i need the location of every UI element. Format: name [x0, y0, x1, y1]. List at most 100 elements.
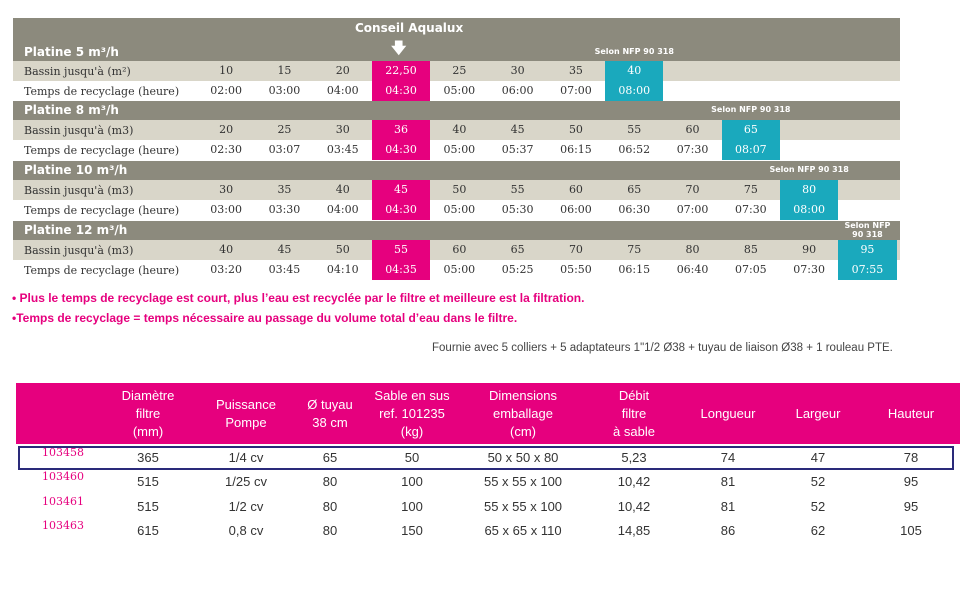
product-cell: 52 — [810, 499, 826, 514]
temps-value: 03:45 — [326, 143, 359, 156]
temps-value: 04:30 — [371, 200, 431, 220]
bassin-value: 30 — [510, 64, 525, 77]
product-cell: 1/4 cv — [228, 450, 264, 465]
platine-header — [13, 101, 900, 120]
temps-value: 06:15 — [560, 143, 592, 156]
temps-value: 05:37 — [501, 143, 534, 156]
product-ref: 103458 — [42, 446, 84, 459]
product-cell: 100 — [401, 474, 423, 489]
bassin-value: 55 — [510, 183, 525, 196]
product-cell: 14,85 — [617, 523, 651, 538]
bassin-value: 65 — [721, 120, 780, 140]
row-highlight-box — [18, 446, 954, 470]
product-ref: 103461 — [42, 495, 84, 508]
product-cell: 150 — [401, 523, 423, 538]
bassin-value: 60 — [685, 123, 700, 136]
temps-value: 05:00 — [443, 263, 476, 276]
bassin-value: 70 — [685, 183, 700, 196]
bassin-value: 40 — [335, 183, 350, 196]
temps-value: 04:00 — [326, 84, 359, 97]
temps-value: 04:30 — [371, 81, 431, 101]
temps-value: 04:10 — [326, 263, 359, 276]
platine-title: Platine 8 m³/h — [24, 103, 119, 117]
platine-title: Platine 12 m³/h — [24, 223, 128, 237]
bassin-value: 20 — [335, 64, 350, 77]
temps-value: 08:07 — [721, 140, 780, 160]
down-arrow-icon: 🡇 — [391, 39, 407, 57]
bassin-value: 65 — [510, 243, 525, 256]
bassin-value: 30 — [219, 183, 234, 196]
temps-value: 04:00 — [326, 203, 359, 216]
temps-value: 05:00 — [443, 84, 476, 97]
temps-value: 02:00 — [210, 84, 242, 97]
bassin-value: 40 — [452, 123, 467, 136]
product-cell: 1/2 cv — [228, 499, 264, 514]
bassin-value: 30 — [335, 123, 350, 136]
product-cell: 10,42 — [617, 499, 651, 514]
bassin-value: 95 — [838, 240, 897, 260]
nfp-label: Selon NFP 90 318 — [594, 47, 674, 56]
temps-value: 07:30 — [734, 203, 767, 216]
temps-label: Temps de recyclage (heure) — [24, 85, 180, 98]
product-cell: 81 — [720, 474, 736, 489]
product-cell: 515 — [137, 499, 159, 514]
bassin-value: 35 — [277, 183, 292, 196]
temps-label: Temps de recyclage (heure) — [24, 144, 180, 157]
temps-value: 07:30 — [676, 143, 709, 156]
column-header: Dimensions emballage (cm) — [489, 387, 557, 439]
product-cell: 80 — [322, 523, 338, 538]
bassin-row — [13, 180, 900, 200]
temps-row — [13, 81, 900, 101]
product-cell: 74 — [720, 450, 736, 465]
product-cell: 86 — [720, 523, 736, 538]
platine-title: Platine 10 m³/h — [24, 163, 128, 177]
bassin-value: 22,50 — [371, 61, 431, 81]
temps-value: 05:30 — [501, 203, 534, 216]
product-cell: 78 — [903, 450, 919, 465]
product-cell: 65 — [322, 450, 338, 465]
bassin-value: 45 — [371, 180, 431, 200]
temps-value: 03:45 — [268, 263, 301, 276]
bassin-value: 35 — [568, 64, 583, 77]
platine-header — [13, 43, 900, 61]
temps-row — [13, 200, 900, 220]
bassin-label: Bassin jusqu'à (m3) — [24, 124, 134, 137]
temps-value: 06:00 — [501, 84, 534, 97]
conseil-title: Conseil Aqualux — [355, 21, 464, 35]
bassin-value: 65 — [627, 183, 642, 196]
product-cell: 81 — [720, 499, 736, 514]
bassin-row — [13, 240, 900, 260]
temps-value: 02:30 — [210, 143, 242, 156]
temps-value: 03:20 — [210, 263, 242, 276]
bassin-value: 50 — [335, 243, 350, 256]
temps-label: Temps de recyclage (heure) — [24, 204, 180, 217]
temps-value: 06:15 — [618, 263, 651, 276]
bassin-value: 75 — [743, 183, 758, 196]
temps-value: 07:30 — [793, 263, 825, 276]
bassin-value: 15 — [277, 64, 292, 77]
temps-value: 06:30 — [618, 203, 651, 216]
temps-value: 03:07 — [268, 143, 301, 156]
bassin-value: 85 — [743, 243, 758, 256]
product-cell: 47 — [810, 450, 826, 465]
product-cell: 50 x 50 x 80 — [487, 450, 559, 465]
product-cell: 95 — [903, 474, 919, 489]
temps-value: 05:00 — [443, 203, 476, 216]
bassin-label: Bassin jusqu'à (m3) — [24, 184, 134, 197]
temps-value: 08:00 — [780, 200, 839, 220]
temps-value: 06:00 — [560, 203, 592, 216]
bassin-value: 25 — [277, 123, 292, 136]
product-cell: 80 — [322, 474, 338, 489]
product-table-header — [16, 383, 960, 444]
product-cell: 515 — [137, 474, 159, 489]
nfp-label: Selon NFP 90 318 — [769, 165, 849, 174]
product-cell: 100 — [401, 499, 423, 514]
column-header: Puissance Pompe — [216, 396, 276, 430]
bassin-value: 55 — [371, 240, 431, 260]
temps-value: 05:00 — [443, 143, 476, 156]
temps-row — [13, 260, 900, 280]
temps-value: 08:00 — [605, 81, 664, 101]
bassin-value: 90 — [802, 243, 817, 256]
temps-value: 07:00 — [676, 203, 709, 216]
product-cell: 5,23 — [621, 450, 647, 465]
